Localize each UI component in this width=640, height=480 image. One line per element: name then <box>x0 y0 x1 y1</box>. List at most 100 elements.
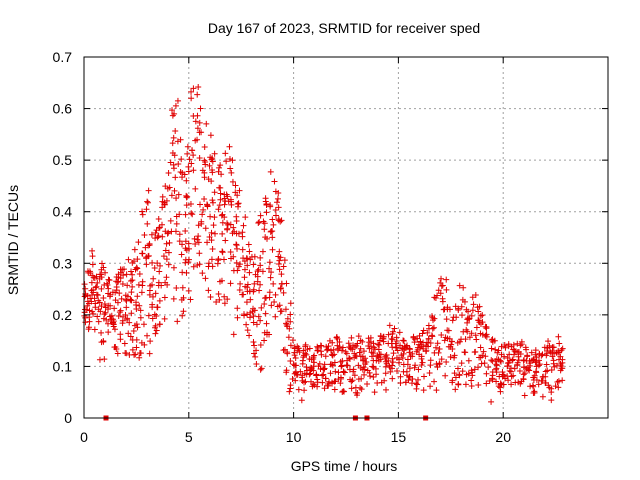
data-point <box>269 216 276 223</box>
data-point <box>117 336 124 343</box>
x-tick-label: 5 <box>185 429 193 445</box>
data-point <box>421 373 428 380</box>
data-point <box>331 359 338 366</box>
data-point <box>339 344 346 351</box>
data-point <box>199 211 206 218</box>
data-point <box>252 271 259 278</box>
data-point <box>91 274 98 281</box>
data-point <box>230 253 237 260</box>
y-tick-label: 0.6 <box>53 101 73 117</box>
data-point <box>235 203 242 210</box>
data-point <box>145 312 152 319</box>
data-point <box>103 316 110 323</box>
data-point <box>471 349 478 356</box>
data-point <box>311 359 318 366</box>
data-point <box>488 345 495 352</box>
data-point <box>133 336 140 343</box>
data-point <box>372 365 379 372</box>
data-point <box>182 211 189 218</box>
data-point <box>455 306 462 313</box>
data-point <box>247 296 254 303</box>
data-point <box>381 377 388 384</box>
data-point <box>264 235 271 242</box>
data-point <box>340 368 347 375</box>
data-point <box>126 319 133 326</box>
data-point <box>399 355 406 362</box>
data-point <box>271 178 278 185</box>
data-point <box>130 328 137 335</box>
data-point <box>244 284 251 291</box>
data-point <box>438 356 445 363</box>
data-point <box>276 248 283 255</box>
data-point <box>116 309 123 316</box>
data-point <box>289 337 296 344</box>
data-point <box>115 312 122 319</box>
data-point <box>98 303 105 310</box>
data-point <box>140 321 147 328</box>
data-point <box>143 261 150 268</box>
data-point <box>257 366 264 373</box>
data-point <box>94 313 101 320</box>
data-point <box>216 296 223 303</box>
data-point <box>133 344 140 351</box>
data-point <box>152 330 159 337</box>
data-point <box>177 136 184 143</box>
data-point <box>174 318 181 325</box>
data-point <box>171 187 178 194</box>
data-point <box>532 347 539 354</box>
data-point <box>226 143 233 150</box>
data-point <box>435 349 442 356</box>
data-point <box>241 312 248 319</box>
x-tick-label: 15 <box>391 429 407 445</box>
data-point <box>267 274 274 281</box>
data-point <box>109 319 116 326</box>
data-point <box>533 376 540 383</box>
y-tick-label: 0.5 <box>53 152 73 168</box>
data-point <box>314 383 321 390</box>
data-point <box>243 299 250 306</box>
data-point <box>257 212 264 219</box>
data-point <box>189 211 196 218</box>
data-point <box>399 345 406 352</box>
data-point <box>359 353 366 360</box>
data-point <box>497 358 504 365</box>
data-points <box>81 83 566 421</box>
data-point <box>261 337 268 344</box>
data-point <box>501 342 508 349</box>
data-point <box>514 361 521 368</box>
data-point <box>432 344 439 351</box>
data-point <box>161 294 168 301</box>
data-point <box>199 167 206 174</box>
data-point <box>475 308 482 315</box>
data-point <box>360 348 367 355</box>
data-point <box>153 327 160 334</box>
data-point <box>100 264 107 271</box>
data-point <box>108 312 115 319</box>
data-point <box>392 340 399 347</box>
data-point <box>195 83 202 90</box>
data-point <box>136 354 143 361</box>
data-point <box>259 268 266 275</box>
data-point <box>400 337 407 344</box>
data-point <box>532 368 539 375</box>
data-point <box>165 261 172 268</box>
plot-frame <box>83 56 609 419</box>
data-point <box>409 375 416 382</box>
data-point <box>423 342 430 349</box>
data-point <box>344 362 351 369</box>
data-point <box>261 301 268 308</box>
data-point <box>389 355 396 362</box>
data-point <box>183 247 190 254</box>
data-point <box>127 296 134 303</box>
x-axis-label: GPS time / hours <box>291 458 398 474</box>
data-point <box>125 330 132 337</box>
data-point <box>144 332 151 339</box>
data-point <box>390 350 397 357</box>
data-point <box>521 370 528 377</box>
data-point <box>152 322 159 329</box>
data-point <box>111 305 118 312</box>
data-point <box>254 268 261 275</box>
data-point <box>216 202 223 209</box>
data-point <box>137 314 144 321</box>
data-point <box>246 332 253 339</box>
